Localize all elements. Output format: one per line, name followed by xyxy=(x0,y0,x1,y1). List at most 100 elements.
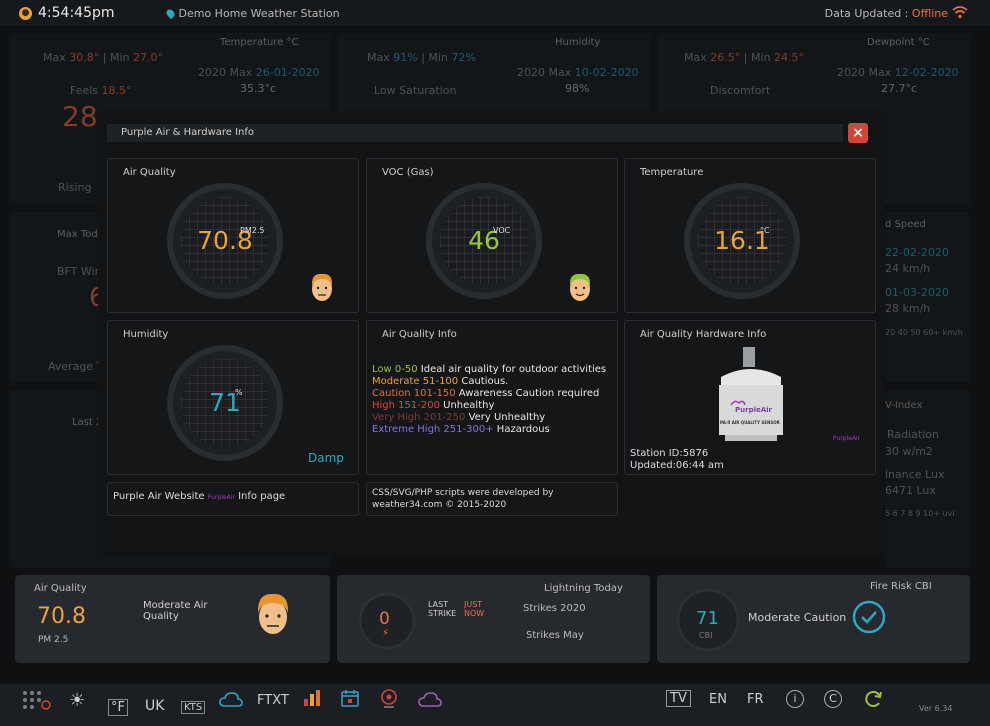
dew-min-label: Min xyxy=(750,51,771,64)
clock-icon: ● xyxy=(19,6,32,20)
temp-value: 16.1 xyxy=(714,226,770,255)
voc-gauge-grid xyxy=(440,197,528,285)
refresh-icon[interactable] xyxy=(864,689,884,709)
bottom-aq-title: Air Quality xyxy=(34,583,87,594)
station-id: Station ID:5876 xyxy=(630,448,709,459)
fire-risk-title: Fire Risk CBI xyxy=(870,581,932,592)
uv-tile[interactable]: V-Index Radiation 30 w/m2 inance Lux 647… xyxy=(885,390,970,568)
menu-grid-icon[interactable] xyxy=(22,690,52,712)
hum-gauge-grid xyxy=(181,359,269,447)
air-quality-tile[interactable]: Air Quality 70.8 PM 2.5 Moderate Air Qua… xyxy=(15,575,330,663)
fire-risk-tile[interactable]: Fire Risk CBI 71 CBI Moderate Caution xyxy=(657,575,970,663)
aq-info-text: Very Unhealthy xyxy=(468,412,546,423)
info-icon[interactable]: i xyxy=(786,690,804,708)
sensor-model: PA-II AIR QUALITY SENSOR xyxy=(720,420,780,425)
webcam-icon[interactable] xyxy=(379,688,399,708)
aq-info-title: Air Quality Info xyxy=(382,329,457,340)
dew-max: 26.5° xyxy=(710,51,741,64)
purpleair-logo: PurpleAir xyxy=(833,435,861,442)
hum-unit: % xyxy=(235,388,243,397)
temp-min-label: Min xyxy=(109,51,130,64)
aq-info-range: Extreme High 251-300+ xyxy=(372,424,494,435)
fire-gauge xyxy=(676,588,740,652)
temp-gauge-grid xyxy=(698,197,786,285)
temp-max: 30.8° xyxy=(69,51,100,64)
bottom-aq-value: 70.8 xyxy=(37,604,86,629)
lux-value: 6471 Lux xyxy=(885,484,936,497)
lang-en-button[interactable]: EN xyxy=(709,692,727,707)
wind-speed-tile[interactable]: d Speed 22-02-2020 24 km/h 01-03-2020 28… xyxy=(885,212,970,382)
website-info-text: Info page xyxy=(238,491,286,502)
aq-info-range: Moderate 51-100 xyxy=(372,376,459,387)
voc-value: 46 xyxy=(468,226,500,255)
calendar-icon[interactable] xyxy=(341,689,359,707)
hum-max-label: Max xyxy=(367,51,390,64)
lightning-gauge xyxy=(358,592,416,650)
aq-gauge: 70.8 PM2.5 xyxy=(167,183,283,299)
hum-min: 72% xyxy=(451,51,476,64)
temp-maxmin: Max 30.8° | Min 27.0° xyxy=(43,51,163,64)
temp-trend: Rising xyxy=(58,181,92,194)
tv-mode-button[interactable]: TV xyxy=(666,690,691,707)
voc-gauge: 46 VOC xyxy=(426,183,542,299)
website-panel[interactable]: Purple Air Website PurpleAir Info page xyxy=(107,482,359,516)
temperature-panel: Temperature 16.1 °C xyxy=(624,158,876,313)
last-strike-time: JUST NOW xyxy=(464,600,485,618)
wifi-icon xyxy=(952,6,968,19)
temp-big-value: 28 xyxy=(62,100,98,133)
aq-info-line: High 151-200 Unhealthy xyxy=(372,400,617,412)
cloud-icon[interactable] xyxy=(219,692,243,708)
hum-year-date: 10-02-2020 xyxy=(574,66,639,79)
temp-year-val: 35.3°c xyxy=(240,82,277,95)
face-good-icon xyxy=(569,273,591,301)
feels-like: Feels 18.5° xyxy=(70,84,132,97)
uk-units-button[interactable]: UK xyxy=(145,698,165,714)
hardware-panel: Air Quality Hardware Info PurpleAir PA-I… xyxy=(624,320,876,475)
last-label: Last 2 xyxy=(72,417,103,428)
aq-unit: PM2.5 xyxy=(240,226,265,235)
website-brand-logo: PurpleAir xyxy=(207,494,235,501)
hum-min-label: Min xyxy=(428,51,448,64)
temp-year-date: 26-01-2020 xyxy=(255,66,320,79)
temp-panel-title: Temperature xyxy=(640,167,704,178)
temperature-title: Temperature °C xyxy=(220,37,299,48)
ftxt-button[interactable]: FTXT xyxy=(257,693,289,708)
air-quality-panel: Air Quality 70.8 PM2.5 xyxy=(107,158,359,313)
station-name: Demo Home Weather Station xyxy=(164,7,340,20)
website-link[interactable]: Purple Air Website PurpleAir Info page xyxy=(113,491,285,502)
bottom-toolbar: ☀ °F UK KTS FTXT TV EN FR i C Ver 6.34 xyxy=(0,684,990,726)
aq-info-text: Hazardous xyxy=(496,424,550,435)
purple-cloud-icon[interactable] xyxy=(418,692,442,708)
bar-chart-icon[interactable] xyxy=(303,689,321,707)
lightning-tile[interactable]: Lightning Today 0 ⚡ LAST STRIKE JUST NOW… xyxy=(337,575,650,663)
dew-maxmin: Max 26.5° | Min 24.5° xyxy=(684,51,804,64)
hw-updated: Updated:06:44 am xyxy=(630,460,724,471)
hum-maxmin: Max 91% | Min 72% xyxy=(367,51,476,64)
website-link-text[interactable]: Purple Air Website xyxy=(113,491,205,502)
knots-button[interactable]: KTS xyxy=(181,701,206,714)
aq-info-panel: Air Quality Info Low 0-50 Ideal air qual… xyxy=(366,320,618,475)
aq-info-line: Caution 101-150 Awareness Caution requir… xyxy=(372,388,617,400)
version-label: Ver 6.34 xyxy=(919,704,953,713)
wind-date-1: 22-02-2020 xyxy=(885,246,949,259)
aq-info-list: Low 0-50 Ideal air quality for outdoor a… xyxy=(372,364,617,436)
hum-value: 71 xyxy=(209,388,241,417)
lang-fr-button[interactable]: FR xyxy=(747,692,764,707)
uv-title: V-Index xyxy=(885,400,923,411)
sun-icon[interactable]: ☀ xyxy=(69,690,86,711)
credit-line-1: CSS/SVG/PHP scripts were developed by xyxy=(372,488,554,498)
aq-info-line: Low 0-50 Ideal air quality for outdoor a… xyxy=(372,364,617,376)
temp-unit: °C xyxy=(760,226,770,235)
copyright-icon[interactable]: C xyxy=(824,690,842,708)
updated-label: Data Updated : xyxy=(824,6,909,20)
bft-label: BFT Win xyxy=(57,265,102,278)
dew-year-date: 12-02-2020 xyxy=(894,66,959,79)
clock-time: 4:54:45pm xyxy=(38,5,115,21)
dew-status: Discomfort xyxy=(710,84,771,97)
fahrenheit-button[interactable]: °F xyxy=(108,699,128,716)
location-pin-icon xyxy=(164,7,176,19)
humidity-title: Humidity xyxy=(555,37,601,48)
close-button[interactable]: × xyxy=(848,123,868,143)
wind-date-2: 01-03-2020 xyxy=(885,286,949,299)
credit-panel: CSS/SVG/PHP scripts were developed by we… xyxy=(366,482,618,516)
